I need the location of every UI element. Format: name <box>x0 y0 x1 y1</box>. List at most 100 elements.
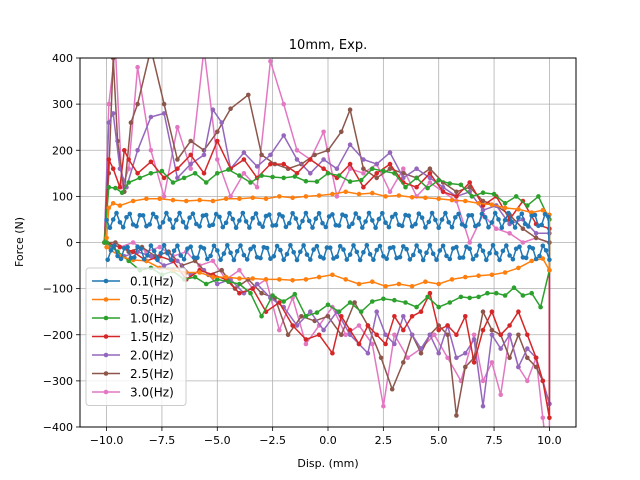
data-point <box>533 235 539 241</box>
data-point <box>126 166 131 171</box>
data-point <box>161 263 167 268</box>
data-point <box>135 148 140 153</box>
data-point <box>318 254 323 260</box>
data-point <box>404 246 409 252</box>
data-point <box>506 210 511 216</box>
data-point <box>138 246 144 252</box>
data-point <box>394 255 399 261</box>
data-point <box>250 215 255 221</box>
data-point <box>401 314 406 319</box>
data-point <box>110 217 116 222</box>
data-point <box>453 215 458 220</box>
data-point <box>432 332 437 338</box>
data-point <box>147 222 152 227</box>
data-point <box>463 274 468 280</box>
data-point <box>502 217 508 223</box>
data-point <box>180 219 186 225</box>
data-point <box>356 281 362 287</box>
data-point <box>445 323 450 328</box>
data-point <box>188 152 193 158</box>
data-point <box>294 257 300 263</box>
data-point <box>277 300 282 305</box>
data-point <box>476 273 481 279</box>
data-point <box>533 364 539 370</box>
data-point <box>476 294 481 300</box>
data-point <box>489 220 495 225</box>
legend: 0.1(Hz) 0.5(Hz) 1.0(Hz) 1.5(Hz) 2.0(Hz) 2.5(H… <box>85 267 187 406</box>
data-point <box>347 252 353 257</box>
data-point <box>259 152 264 158</box>
data-point <box>513 246 519 252</box>
data-point <box>330 350 335 356</box>
data-point <box>161 243 167 248</box>
data-point <box>321 129 326 135</box>
data-point <box>418 350 424 356</box>
data-point <box>529 258 534 264</box>
data-point <box>188 138 193 144</box>
data-point <box>321 157 326 162</box>
data-point <box>190 211 196 216</box>
data-point <box>427 180 433 185</box>
data-point <box>489 332 495 338</box>
data-point <box>347 300 353 305</box>
data-point <box>467 246 473 251</box>
data-point <box>336 173 342 178</box>
data-point <box>132 255 137 260</box>
data-point <box>160 220 166 225</box>
data-point <box>290 195 295 201</box>
data-point <box>257 221 262 226</box>
data-point <box>104 244 109 250</box>
data-point <box>374 309 380 315</box>
data-point <box>215 157 220 162</box>
data-point <box>194 221 199 227</box>
data-point <box>469 213 475 218</box>
data-point <box>177 210 182 216</box>
data-point <box>135 101 140 107</box>
series-1-5Hz <box>102 138 552 421</box>
data-point <box>117 203 123 208</box>
data-point <box>208 253 213 259</box>
data-point <box>274 243 280 249</box>
data-point <box>409 284 415 289</box>
data-point <box>445 332 450 338</box>
data-point <box>223 274 229 280</box>
data-point <box>281 175 287 181</box>
data-point <box>293 216 299 221</box>
data-point <box>241 171 247 176</box>
data-point <box>110 201 116 206</box>
data-point <box>292 174 298 179</box>
data-point <box>141 256 147 262</box>
data-point <box>303 194 309 199</box>
data-point <box>187 215 192 220</box>
data-point <box>543 248 549 253</box>
data-point <box>516 332 521 338</box>
legend-swatch-marker <box>103 371 109 376</box>
data-point <box>175 243 180 248</box>
data-point <box>409 224 415 229</box>
data-point <box>201 171 207 176</box>
legend-label: 0.5(Hz) <box>130 293 174 307</box>
data-point <box>430 251 436 256</box>
data-point <box>489 272 495 278</box>
data-point <box>447 256 453 262</box>
data-point <box>157 196 162 201</box>
data-point <box>377 243 383 249</box>
data-point <box>248 290 253 296</box>
data-point <box>361 184 366 190</box>
data-point <box>191 255 197 260</box>
data-point <box>241 157 247 162</box>
data-point <box>489 360 495 365</box>
legend-swatch-marker <box>103 315 109 321</box>
series-line <box>105 212 551 261</box>
data-point <box>429 210 435 216</box>
data-point <box>525 346 530 351</box>
data-point <box>533 355 539 361</box>
legend-entry: 1.0(Hz) <box>92 312 174 326</box>
data-point <box>374 161 380 167</box>
data-point <box>211 243 217 249</box>
data-point <box>281 133 287 138</box>
data-point <box>354 249 360 255</box>
data-point <box>484 257 489 263</box>
data-point <box>308 157 313 162</box>
legend-label: 2.5(Hz) <box>130 367 174 381</box>
